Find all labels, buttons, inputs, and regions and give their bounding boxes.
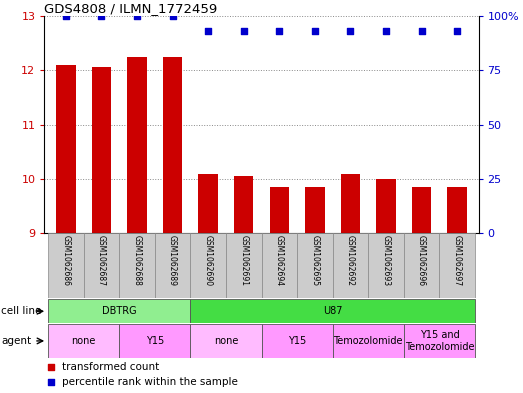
Bar [404,324,475,358]
Bar [447,187,467,233]
Point [417,28,426,34]
Bar [48,299,190,323]
Point [382,28,390,34]
Text: Y15: Y15 [145,336,164,346]
Point [133,13,141,19]
Text: Y15 and
Temozolomide: Y15 and Temozolomide [405,330,474,352]
Text: agent: agent [1,336,31,346]
Point [62,13,70,19]
Bar [190,324,262,358]
Text: GSM1062687: GSM1062687 [97,235,106,286]
Bar [163,57,183,233]
Bar [333,324,404,358]
Point [168,13,177,19]
Bar [340,174,360,233]
Bar [305,187,325,233]
Text: GSM1062689: GSM1062689 [168,235,177,286]
Bar [119,324,190,358]
Text: GSM1062691: GSM1062691 [239,235,248,286]
Text: GSM1062696: GSM1062696 [417,235,426,286]
Text: transformed count: transformed count [62,362,159,372]
Text: Temozolomide: Temozolomide [334,336,403,346]
Bar [127,57,147,233]
Bar [269,187,289,233]
Bar [198,174,218,233]
Bar [84,233,119,298]
Text: GSM1062688: GSM1062688 [132,235,141,286]
Bar [404,233,439,298]
Text: GSM1062697: GSM1062697 [453,235,462,286]
Point [204,28,212,34]
Bar [234,176,254,233]
Bar [92,68,111,233]
Bar [376,179,396,233]
Text: percentile rank within the sample: percentile rank within the sample [62,377,237,387]
Bar [48,233,84,298]
Point [97,13,106,19]
Point [275,28,283,34]
Bar [226,233,262,298]
Bar [155,233,190,298]
Point [47,364,55,370]
Point [240,28,248,34]
Text: GDS4808 / ILMN_1772459: GDS4808 / ILMN_1772459 [44,2,218,15]
Bar [412,187,431,233]
Bar [262,233,297,298]
Text: GSM1062695: GSM1062695 [310,235,320,286]
Bar [368,233,404,298]
Point [47,378,55,385]
Bar [262,324,333,358]
Text: GSM1062692: GSM1062692 [346,235,355,286]
Text: GSM1062694: GSM1062694 [275,235,284,286]
Text: none: none [72,336,96,346]
Text: none: none [214,336,238,346]
Text: Y15: Y15 [288,336,306,346]
Bar [297,233,333,298]
Text: GSM1062690: GSM1062690 [203,235,213,286]
Point [346,28,355,34]
Text: U87: U87 [323,306,343,316]
Bar [48,324,119,358]
Text: cell line: cell line [1,306,41,316]
Bar [119,233,155,298]
Bar [190,299,475,323]
Bar [439,233,475,298]
Text: GSM1062686: GSM1062686 [61,235,70,286]
Point [311,28,319,34]
Bar [190,233,226,298]
Bar [56,65,76,233]
Point [453,28,461,34]
Text: DBTRG: DBTRG [102,306,137,316]
Text: GSM1062693: GSM1062693 [382,235,391,286]
Bar [333,233,368,298]
